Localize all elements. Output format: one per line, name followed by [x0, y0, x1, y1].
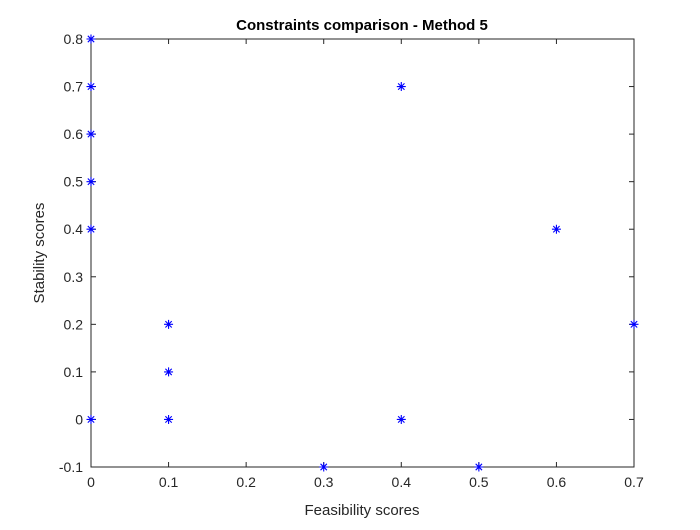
data-point-asterisk: [86, 224, 96, 234]
data-point-asterisk: [86, 414, 96, 424]
data-point-asterisk: [474, 462, 484, 472]
data-point-asterisk: [551, 224, 561, 234]
x-tick-label: 0.7: [624, 474, 644, 490]
data-point-asterisk: [164, 367, 174, 377]
plot-area: [90, 38, 635, 468]
y-tick-label: -0.1: [59, 459, 83, 475]
data-point-asterisk: [86, 82, 96, 92]
data-point-asterisk: [629, 319, 639, 329]
chart-title: Constraints comparison - Method 5: [236, 17, 488, 34]
x-tick-label: 0.3: [314, 474, 334, 490]
data-point-asterisk: [86, 129, 96, 139]
axes-box: [90, 38, 635, 468]
x-tick-label: 0.6: [547, 474, 567, 490]
data-point-asterisk: [86, 34, 96, 44]
x-tick-label: 0.2: [236, 474, 256, 490]
data-point-asterisk: [86, 177, 96, 187]
y-tick-label: 0.3: [64, 269, 84, 285]
y-tick-label: 0.2: [64, 316, 84, 332]
data-point-asterisk: [164, 319, 174, 329]
data-point-asterisk: [396, 414, 406, 424]
x-tick-label: 0: [87, 474, 95, 490]
x-tick-label: 0.1: [159, 474, 179, 490]
data-point-asterisk: [164, 414, 174, 424]
y-tick-label: 0.5: [64, 174, 84, 190]
data-point-asterisk: [396, 82, 406, 92]
data-points: [86, 34, 639, 472]
x-axis-ticks: 0 0.1 0.2 0.3 0.4 0.5 0.6 0.7: [87, 39, 644, 490]
y-tick-label: 0: [75, 411, 83, 427]
x-axis-label: Feasibility scores: [304, 502, 419, 519]
y-axis-ticks: -0.1 0 0.1 0.2 0.3 0.4 0.5 0.6 0.7 0.8: [59, 31, 634, 475]
data-point-asterisk: [319, 462, 329, 472]
y-tick-label: 0.4: [64, 221, 84, 237]
x-tick-label: 0.4: [392, 474, 412, 490]
y-axis-label: Stability scores: [31, 203, 48, 304]
y-tick-label: 0.6: [64, 126, 84, 142]
y-tick-label: 0.7: [64, 79, 84, 95]
y-tick-label: 0.8: [64, 31, 84, 47]
y-tick-label: 0.1: [64, 364, 84, 380]
x-tick-label: 0.5: [469, 474, 489, 490]
